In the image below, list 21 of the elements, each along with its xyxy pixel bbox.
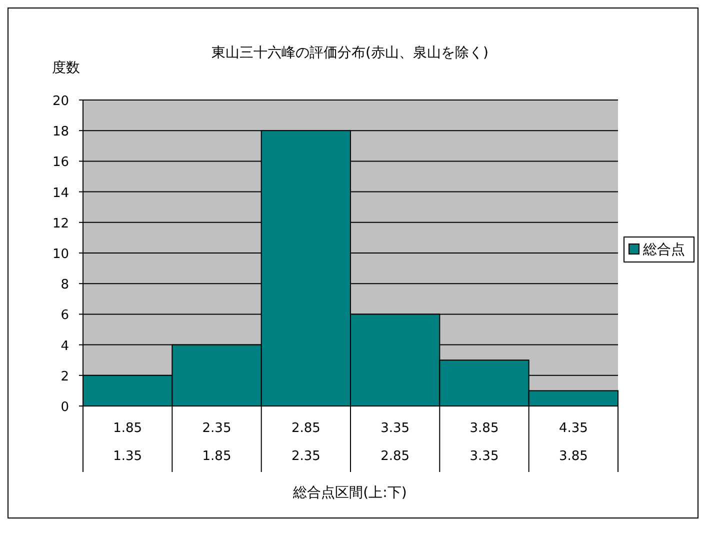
- y-tick-label: 12: [52, 216, 69, 232]
- x-tick-label: 2.85 2.35: [291, 421, 320, 464]
- x-tick-label: 2.35 1.85: [202, 421, 232, 464]
- y-tick-label: 16: [52, 155, 69, 170]
- y-tick-label: 6: [60, 308, 69, 324]
- x-tick-label: 3.35 2.85: [380, 421, 410, 464]
- x-axis-title: 総合点区間(上:下): [292, 485, 407, 501]
- y-tick-label: 20: [52, 94, 69, 109]
- y-tick-label: 8: [60, 278, 69, 293]
- legend-label: 総合点: [642, 242, 685, 258]
- y-tick-label: 10: [52, 247, 69, 262]
- y-tick-label: 14: [52, 186, 69, 201]
- y-tick-label: 0: [60, 400, 69, 415]
- y-tick-label: 18: [52, 124, 69, 140]
- chart-title: 東山三十六峰の評価分布(赤山、泉山を除く): [212, 45, 488, 61]
- x-tick-label: 1.85 1.35: [113, 421, 142, 464]
- y-tick-label: 2: [60, 369, 69, 384]
- x-tick-label: 3.85 3.35: [470, 421, 499, 464]
- y-axis-title: 度数: [52, 60, 80, 76]
- x-tick-label: 4.35 3.85: [558, 421, 588, 464]
- y-tick-label: 4: [60, 338, 69, 354]
